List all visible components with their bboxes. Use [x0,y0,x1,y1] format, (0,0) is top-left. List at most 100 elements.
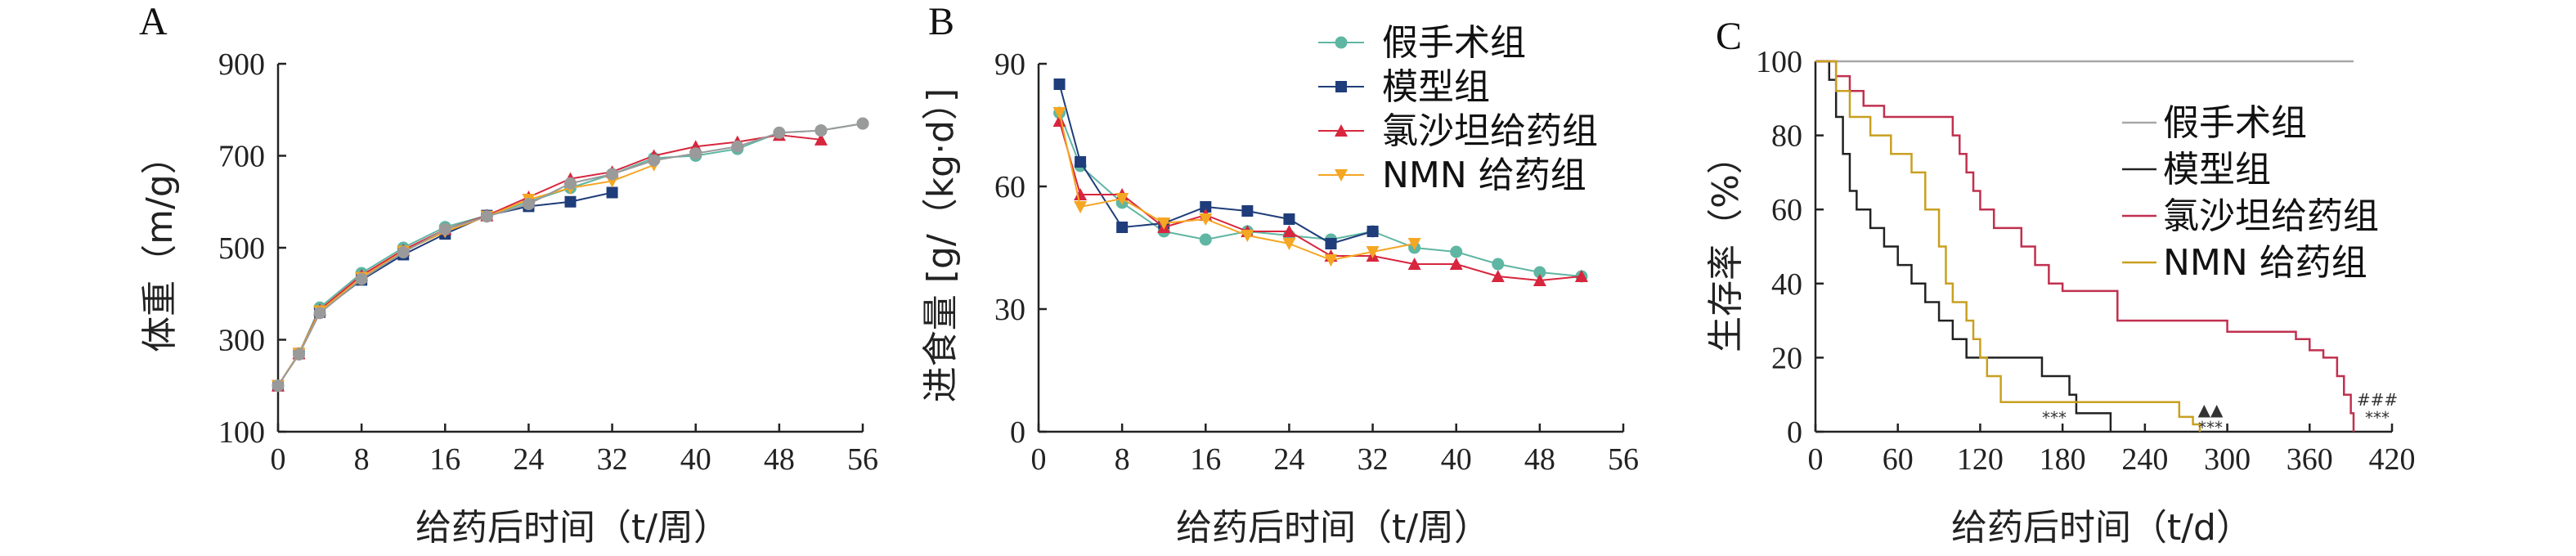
data-point [1241,205,1254,217]
legend-label: NMN 给药组 [2163,242,2367,284]
data-point [1335,36,1348,49]
data-point [313,307,326,320]
legend-label: 氯沙坦给药组 [2163,195,2379,237]
data-point [1335,169,1348,182]
panel-a: A 0 8 16 24 32 40 48 56 100 300 500 700 900 给药后时间（t/… [139,0,878,549]
data-point [397,246,410,259]
data-point [815,124,828,137]
panel-b-plot [1052,78,1588,286]
x-tick-label: 360 [2287,442,2333,477]
y-tick-label: 0 [1787,415,1802,450]
x-tick-label: 24 [1273,442,1304,477]
data-point [1335,81,1347,92]
x-tick-label: 420 [2369,442,2416,477]
panel-a-xlabel: 给药后时间（t/周） [415,507,729,549]
data-point [1324,254,1338,267]
series-line [1815,60,2112,432]
data-point [1241,230,1254,242]
data-point [1199,213,1213,226]
data-point [564,177,577,190]
significance-mark: *** [2365,408,2390,428]
x-tick-label: 180 [2040,442,2086,477]
x-tick-label: 0 [271,442,286,477]
data-point [731,140,744,153]
x-tick-label: 0 [1031,442,1047,477]
data-point [1283,213,1295,225]
data-point [564,195,577,208]
x-tick-label: 300 [2204,442,2251,477]
series-line [277,123,864,387]
y-tick-label: 40 [1771,267,1802,302]
panel-b-axes: 0 8 16 24 32 40 48 56 0 30 60 90 [994,47,1639,477]
significance-mark: ▲▲ [2198,400,2224,419]
panel-b-label: B [928,0,954,43]
data-point [1200,201,1212,213]
significance-mark: *** [2042,408,2067,428]
data-point [1282,225,1296,237]
x-tick-label: 16 [429,442,460,477]
data-point [1449,258,1463,270]
data-point [1282,238,1296,250]
x-tick-label: 8 [1115,442,1130,477]
data-point [1366,246,1380,258]
legend-label: 假手术组 [2163,102,2307,144]
data-point [689,147,702,160]
y-tick-label: 500 [218,231,265,266]
data-point [1053,78,1066,90]
series-line [277,134,822,387]
data-point [1491,270,1505,282]
panel-a-label: A [139,0,168,43]
data-point [1492,258,1505,271]
x-tick-label: 0 [1808,442,1824,477]
x-tick-label: 32 [1358,442,1389,477]
x-tick-label: 40 [1441,442,1472,477]
legend-label: 假手术组 [1382,22,1526,64]
series-line [1815,60,2355,432]
panel-b: B 0 8 16 24 32 40 48 56 0 30 60 90 假手术组模型组氯沙坦给药组NMN… [920,0,1639,549]
y-tick-label: 20 [1771,341,1802,375]
data-point [272,379,285,392]
data-point [1052,114,1066,127]
y-tick-label: 900 [218,47,265,82]
data-point [1074,188,1088,200]
data-point [1367,226,1379,237]
y-tick-label: 100 [218,415,265,450]
significance-mark: *** [2198,418,2223,437]
data-point [438,223,451,235]
x-tick-label: 24 [513,442,544,477]
x-tick-label: 240 [2121,442,2168,477]
panel-a-plot [272,117,869,392]
x-tick-label: 56 [847,442,878,477]
data-point [480,210,493,223]
panel-c-xlabel: 给药后时间（t/d） [1951,507,2252,549]
series-line [1815,60,2201,432]
panel-b-xlabel: 给药后时间（t/周） [1176,507,1490,549]
series-line [277,164,655,387]
data-point [814,132,828,146]
series-line [277,123,864,387]
significance-mark: ### [2357,390,2398,410]
data-point [1074,201,1088,213]
data-point [1325,238,1337,249]
y-tick-label: 30 [994,293,1025,327]
y-tick-label: 80 [1771,119,1802,154]
series-line [1058,112,1415,262]
x-tick-label: 120 [1957,442,2004,477]
x-tick-label: 60 [1883,442,1914,477]
x-tick-label: 8 [354,442,370,477]
data-point [293,348,306,361]
panel-c-annotations: *** ▲▲***###*** [2042,390,2398,437]
x-tick-label: 48 [1524,442,1555,477]
y-tick-label: 700 [218,140,265,174]
data-point [1116,222,1129,233]
data-point [1157,217,1171,230]
x-tick-label: 40 [680,442,711,477]
y-tick-label: 300 [218,324,265,358]
data-point [1199,233,1212,246]
x-tick-label: 16 [1190,442,1221,477]
data-point [1052,107,1066,119]
y-tick-label: 0 [1010,415,1025,450]
legend-label: 氯沙坦给药组 [1382,110,1598,152]
